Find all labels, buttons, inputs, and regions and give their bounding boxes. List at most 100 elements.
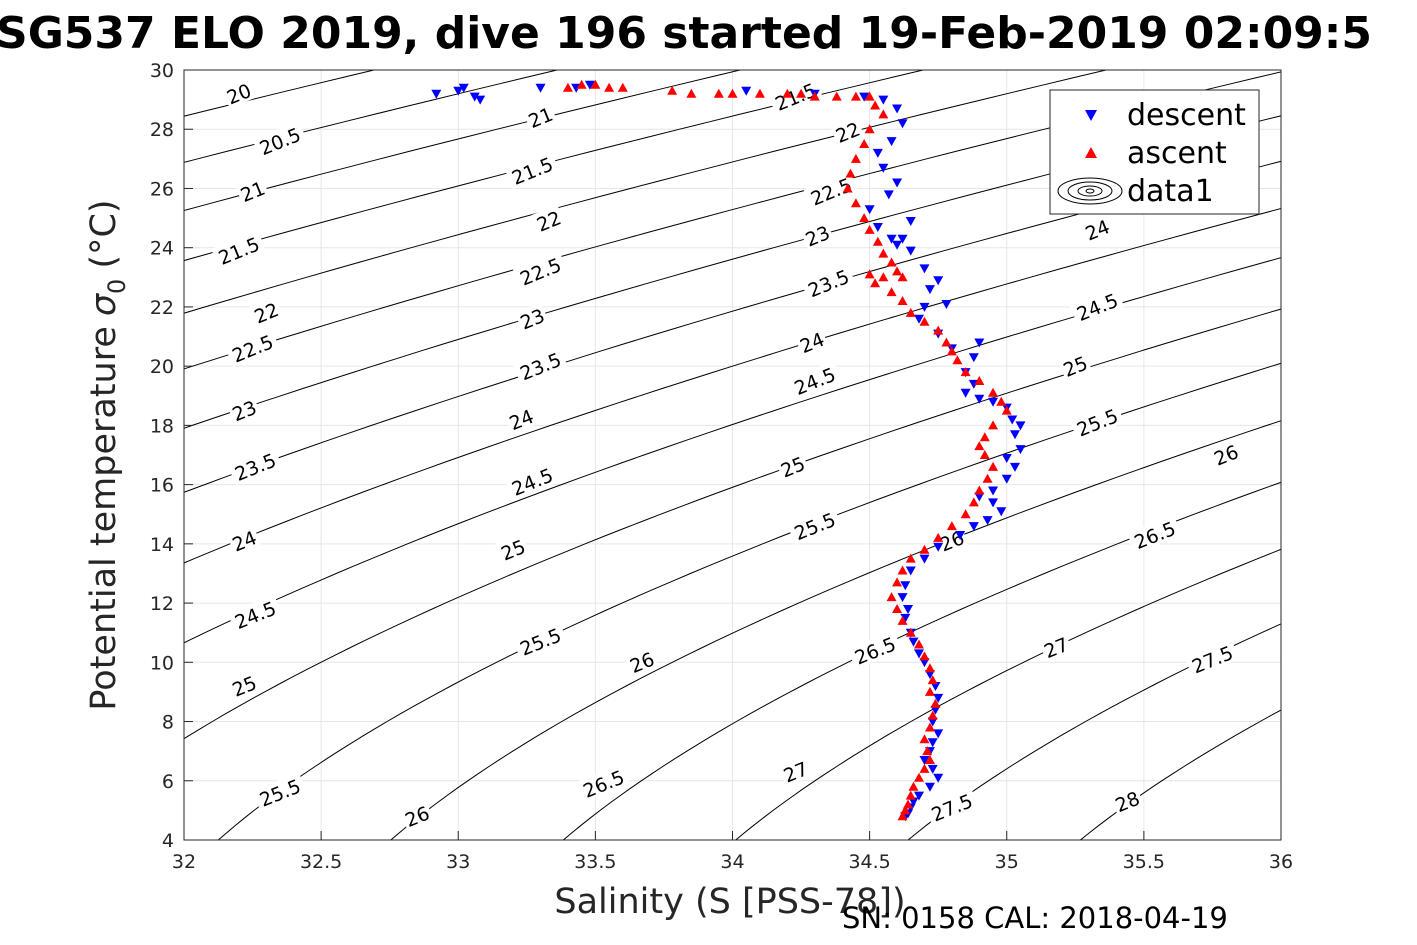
ascent-point xyxy=(886,592,897,602)
contour-label-halo xyxy=(775,450,810,482)
y-axis-label: Potential temperature σ0 (°C) xyxy=(84,199,131,710)
density-contour-line xyxy=(184,70,377,117)
descent-point xyxy=(927,764,938,774)
contour-label-halo xyxy=(1038,631,1073,663)
ascent-point xyxy=(927,710,938,720)
contour-label-halo xyxy=(575,763,631,803)
y-tick-label: 12 xyxy=(150,593,174,615)
contour-label-halo xyxy=(226,524,262,556)
contour-label-halo xyxy=(1079,213,1115,245)
contour-label-halo xyxy=(924,786,979,827)
descent-point xyxy=(878,95,889,105)
contour-label-halo xyxy=(504,461,560,501)
ascent-point xyxy=(924,686,935,696)
legend-descent-label: descent xyxy=(1127,98,1246,133)
ascent-point xyxy=(667,85,678,95)
ascent-point xyxy=(897,565,908,575)
contour-label: 24 xyxy=(794,326,829,358)
descent-point xyxy=(886,137,897,147)
descent-point xyxy=(908,797,919,807)
ascent-point xyxy=(933,532,944,542)
ascent-point xyxy=(933,325,944,335)
descent-point xyxy=(900,613,911,623)
x-axis-ticks: 32 32.5 33 33.5 34 34.5 35 35.5 36 xyxy=(172,831,1293,873)
descent-point xyxy=(919,756,930,766)
ascent-point xyxy=(870,278,881,288)
contour-label-halo xyxy=(830,115,865,147)
descent-point xyxy=(900,581,911,591)
descent-point xyxy=(892,104,903,114)
descent-point xyxy=(897,593,908,603)
ascent-point xyxy=(927,675,938,685)
contour-label-halo xyxy=(523,101,558,132)
contour-label-halo xyxy=(227,446,283,486)
y-tick-label: 8 xyxy=(162,712,174,734)
descent-point xyxy=(930,682,941,691)
descent-point xyxy=(1009,430,1020,440)
descent-point xyxy=(927,717,938,727)
descent-point xyxy=(431,89,442,99)
density-contour-line xyxy=(184,308,1281,740)
ascent-point xyxy=(864,224,875,234)
descent-point xyxy=(905,246,916,256)
ascent-point xyxy=(727,88,738,98)
ascent-point xyxy=(924,755,935,765)
y-axis-label-text: Potential temperature xyxy=(84,326,124,710)
descent-point xyxy=(1001,474,1012,484)
ascent-point xyxy=(919,734,930,744)
contour-label-halo xyxy=(512,250,568,291)
ascent-point xyxy=(924,722,935,732)
footer-annotation: SN: 0158 CAL: 2018-04-19 xyxy=(842,901,1228,935)
contour-label-halo xyxy=(531,204,566,236)
ascent-point xyxy=(754,88,765,98)
y-tick-label: 22 xyxy=(150,297,174,319)
descent-point xyxy=(883,190,894,200)
descent-point xyxy=(1009,462,1020,472)
ascent-point xyxy=(908,781,919,791)
contour-label: 20 xyxy=(221,77,256,109)
contour-label-halo xyxy=(787,360,842,400)
descent-point xyxy=(897,119,908,129)
contour-label-halo xyxy=(227,594,283,634)
contour-label-halo xyxy=(794,326,829,358)
legend-data1-label: data1 xyxy=(1127,174,1214,209)
descent-point xyxy=(859,92,870,102)
ascent-point xyxy=(859,213,870,223)
ascent-point xyxy=(941,337,952,347)
descent-point xyxy=(968,522,979,532)
ascent-point xyxy=(864,269,875,279)
ascent-point xyxy=(845,168,856,178)
descent-point xyxy=(535,83,546,93)
contour-label-halo xyxy=(1069,286,1125,326)
descent-point xyxy=(1001,453,1012,463)
ascent-point xyxy=(946,521,957,531)
ascent-point xyxy=(796,88,807,98)
ascent-point xyxy=(960,509,971,519)
x-tick-label: 33 xyxy=(446,851,470,873)
contour-label: 27 xyxy=(778,755,813,788)
descent-point xyxy=(974,394,985,404)
y-tick-label: 14 xyxy=(150,534,174,556)
descent-point xyxy=(741,86,752,96)
ascent-point xyxy=(974,375,985,385)
descent-point xyxy=(908,637,919,647)
ascent-point xyxy=(831,91,842,101)
density-contour-line xyxy=(184,70,1109,314)
ascent-point xyxy=(960,367,971,377)
descent-point xyxy=(453,86,464,96)
density-contour-line xyxy=(390,420,1281,840)
x-tick-label: 34 xyxy=(720,851,744,873)
ascent-point xyxy=(686,88,697,98)
x-tick-label: 33.5 xyxy=(574,851,616,873)
descent-point xyxy=(933,773,944,783)
descent-point xyxy=(941,299,952,309)
ascent-point xyxy=(782,88,793,98)
ascent-point xyxy=(1001,405,1012,415)
descent-point xyxy=(974,492,985,502)
y-axis-ticks: 4 6 8 10 12 14 16 18 20 22 24 26 28 30 xyxy=(150,60,193,852)
x-tick-label: 36 xyxy=(1269,851,1293,873)
descent-point xyxy=(897,234,908,244)
contour-label: 25 xyxy=(1057,349,1093,382)
contour-label: 25 xyxy=(226,669,262,702)
ascent-point xyxy=(982,473,993,483)
